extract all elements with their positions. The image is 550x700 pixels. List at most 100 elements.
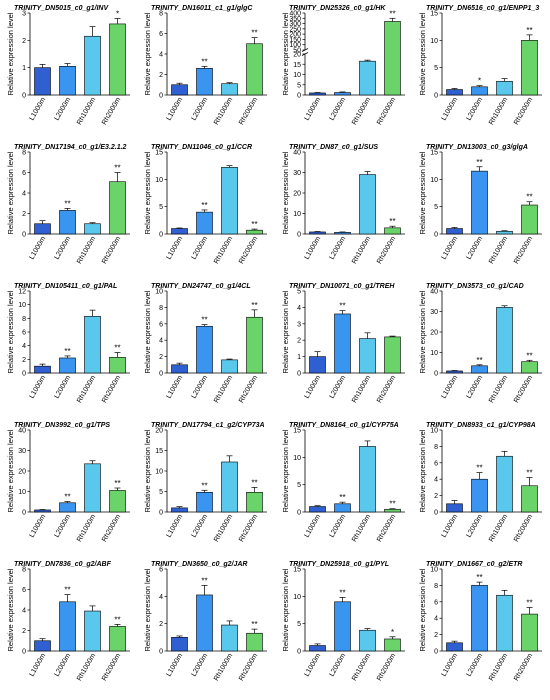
y-tick-label: 10 — [155, 177, 163, 184]
y-axis-label: Relative expression level — [143, 151, 152, 234]
significance-mark: ** — [476, 356, 482, 365]
bar-Rh2000m — [521, 613, 538, 652]
x-tick-label: Rh2000m — [376, 652, 397, 682]
x-tick-label: L2000m — [329, 513, 348, 539]
bar-Rh2000m — [521, 485, 538, 513]
bar-L2000m — [471, 86, 488, 96]
bar-L2000m — [59, 357, 76, 374]
chart-title: TRINITY_DN3573_c0_g1/CAD — [426, 283, 524, 290]
y-tick-label: 10 — [293, 211, 301, 218]
bar-Rh1000m — [359, 174, 376, 235]
x-tick-label: Rh1000m — [76, 96, 97, 126]
y-tick-label: 2 — [22, 357, 26, 364]
x-tick-label: Rh1000m — [488, 96, 509, 126]
x-tick-label: L2000m — [191, 235, 210, 261]
y-tick-label: 2 — [159, 354, 163, 361]
y-axis-label: Relative expression level — [6, 12, 15, 95]
bar-Rh1000m — [496, 307, 513, 374]
x-tick-label: L2000m — [466, 513, 485, 539]
y-tick-label: 8 — [434, 583, 438, 590]
y-tick-label: 5 — [159, 204, 163, 211]
y-tick-label: 6 — [434, 460, 438, 467]
x-tick-label: L2000m — [329, 374, 348, 400]
y-tick-label: 350 — [289, 16, 301, 23]
y-tick-label: 8 — [434, 444, 438, 451]
y-tick-label: 20 — [155, 428, 163, 435]
y-tick-label: 10 — [18, 302, 26, 309]
x-tick-label: L1000m — [29, 652, 48, 678]
chart-title: TRINITY_DN24747_c0_g1/4CL — [151, 283, 251, 290]
y-axis-label: Relative expression level — [281, 429, 290, 512]
x-tick-label: L2000m — [329, 235, 348, 261]
x-tick-label: L1000m — [441, 513, 460, 539]
y-tick-label: 2 — [434, 493, 438, 500]
y-tick-label: 12 — [18, 289, 26, 296]
y-tick-label: 10 — [430, 38, 438, 45]
bar-Rh2000m — [109, 356, 126, 374]
x-tick-label: Rh2000m — [376, 374, 397, 404]
x-tick-label: L2000m — [329, 652, 348, 678]
bar-Rh2000m — [384, 227, 401, 235]
y-axis-label: Relative expression level — [281, 290, 290, 373]
y-tick-label: 0 — [297, 93, 301, 100]
significance-mark: ** — [526, 26, 532, 35]
bar-Rh1000m — [221, 359, 238, 374]
bar-Rh2000m — [246, 43, 263, 96]
y-tick-label: 10 — [155, 289, 163, 296]
y-tick-label: 5 — [297, 289, 301, 296]
y-axis-label: Relative expression level — [143, 290, 152, 373]
y-tick-label: 10 — [18, 489, 26, 496]
chart-title: TRINITY_DN13003_c0_g3/glgA — [426, 144, 528, 151]
x-tick-label: L2000m — [466, 652, 485, 678]
significance-mark: ** — [64, 586, 70, 595]
significance-mark: ** — [251, 220, 257, 229]
bar-Rh2000m — [246, 492, 263, 513]
y-axis-label: Relative expression level — [418, 12, 427, 95]
bar-L1000m — [446, 89, 463, 96]
bar-L2000m — [334, 503, 351, 513]
x-tick-label: Rh2000m — [101, 96, 122, 126]
x-tick-label: L1000m — [304, 652, 323, 678]
y-tick-label: 10 — [430, 177, 438, 184]
x-tick-label: Rh1000m — [351, 96, 372, 126]
bar-L1000m — [34, 67, 51, 96]
chart-title: TRINITY_DN8164_c0_g1/CYP75A — [289, 422, 399, 429]
axis-break-mark — [301, 48, 309, 52]
y-tick-label: 6 — [22, 587, 26, 594]
chart-title: TRINITY_DN25326_c0_g1/HK — [289, 5, 386, 12]
axis-break-mark — [301, 52, 309, 56]
y-tick-label: 4 — [22, 191, 26, 198]
significance-mark: ** — [114, 615, 120, 624]
bar-Rh2000m — [384, 638, 401, 652]
bar-Rh2000m — [109, 23, 126, 96]
chart-title: TRINITY_DN8933_c1_g1/CYP98A — [426, 422, 536, 429]
y-tick-label: 5 — [297, 482, 301, 489]
y-tick-label: 5 — [159, 489, 163, 496]
x-tick-label: L1000m — [29, 374, 48, 400]
y-tick-label: 0 — [297, 510, 301, 517]
bar-L2000m — [196, 594, 213, 652]
y-tick-label: 0 — [159, 93, 163, 100]
bar-L2000m — [196, 211, 213, 235]
y-tick-label: 30 — [430, 309, 438, 316]
significance-mark: ** — [476, 464, 482, 473]
y-axis-label: Relative expression level — [143, 429, 152, 512]
y-tick-label: 10 — [293, 72, 301, 79]
x-tick-label: L2000m — [329, 96, 348, 122]
bar-L2000m — [471, 478, 488, 513]
x-tick-label: Rh2000m — [238, 374, 259, 404]
bar-L1000m — [446, 228, 463, 235]
x-tick-label: L1000m — [166, 513, 185, 539]
y-tick-label: 2 — [159, 72, 163, 79]
bar-Rh1000m — [496, 230, 513, 235]
y-axis-label: Relative expression level — [281, 12, 290, 95]
x-tick-label: Rh1000m — [213, 235, 234, 265]
y-tick-label: 10 — [155, 469, 163, 476]
y-axis-label: Relative expression level — [281, 151, 290, 234]
